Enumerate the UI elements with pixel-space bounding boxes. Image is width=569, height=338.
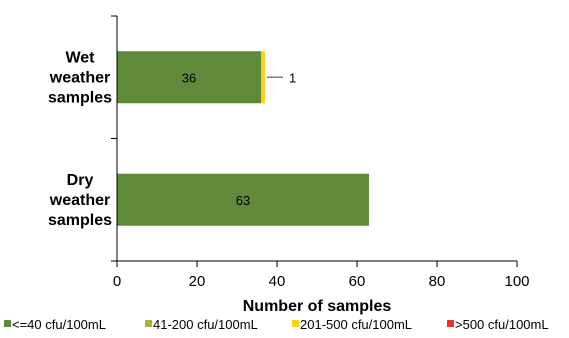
data-labels: 36 1 63 <box>182 70 296 208</box>
x-axis-title: Number of samples <box>243 298 392 315</box>
axes <box>111 15 517 262</box>
x-tick-label: 40 <box>269 273 286 290</box>
legend-label: 41-200 cfu/100mL <box>153 317 258 332</box>
legend-swatch <box>292 320 299 327</box>
legend-swatch <box>447 320 454 327</box>
x-tick-label: 60 <box>349 273 366 290</box>
x-tick-label: 20 <box>189 273 206 290</box>
bar-segment <box>261 51 265 104</box>
category-label: Wet weather samples <box>48 49 112 106</box>
bar-segment <box>117 173 369 226</box>
legend: <=40 cfu/100mL 41-200 cfu/100mL 201-500 cf… <box>4 317 549 332</box>
legend-label: <=40 cfu/100mL <box>12 317 106 332</box>
legend-swatch <box>4 320 11 327</box>
x-tick-label: 0 <box>113 273 121 290</box>
legend-label: 201-500 cfu/100mL <box>300 317 412 332</box>
data-label: 63 <box>236 193 250 208</box>
x-ticks: 0 20 40 60 80 100 <box>113 261 530 290</box>
data-label: 36 <box>182 70 196 85</box>
legend-label: >500 cfu/100mL <box>455 317 549 332</box>
bar-segment <box>117 51 261 104</box>
data-label: 1 <box>289 70 296 85</box>
legend-swatch <box>145 320 152 327</box>
x-tick-label: 100 <box>504 273 529 290</box>
x-tick-label: 80 <box>429 273 446 290</box>
bars <box>117 51 369 226</box>
category-labels: Wet weather samples Dry weather samples <box>48 49 112 229</box>
category-label: Dry weather samples <box>48 172 112 229</box>
